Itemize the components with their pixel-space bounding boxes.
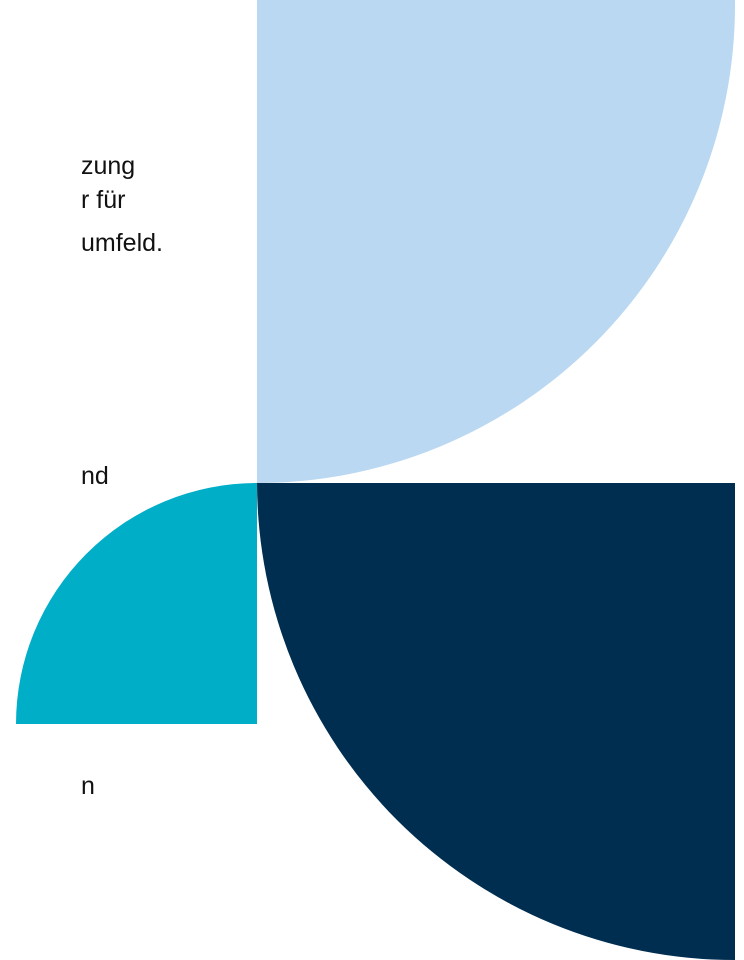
text-fragment-1: zung [81, 152, 136, 180]
text-fragment-4: nd [81, 462, 109, 490]
teal-quarter-circle [16, 483, 257, 724]
text-fragment-5: n [81, 772, 95, 800]
light-blue-quarter-circle [257, 0, 735, 483]
text-fragment-3: umfeld. [81, 229, 163, 257]
text-fragment-2: r für [81, 186, 126, 214]
navy-quarter-circle [257, 483, 735, 960]
